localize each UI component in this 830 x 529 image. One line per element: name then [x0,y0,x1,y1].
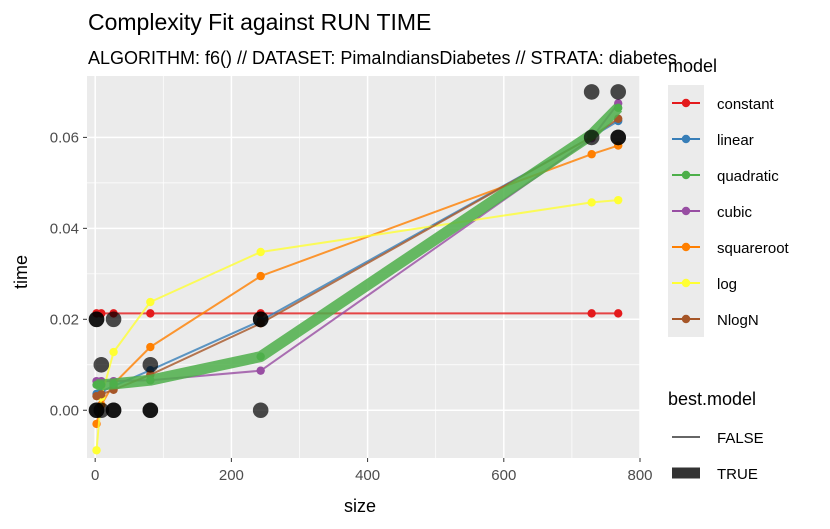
series-point-quadratic [614,103,623,113]
observation-point [142,356,159,373]
observation-point [142,402,159,419]
y-tick-label: 0.00 [50,402,79,419]
series-point-log [587,198,596,207]
legend-item-nlogn: NlogN [668,301,759,337]
series-point-quadratic [146,376,155,385]
observation-point [93,356,110,373]
observation-point [93,402,110,419]
observation-point [252,311,269,328]
x-tick-label: 400 [355,467,380,484]
legend-label-best-true: TRUE [717,466,758,483]
legend-item-quadratic: quadratic [668,157,779,193]
x-tick-label: 800 [627,467,652,484]
chart-title: Complexity Fit against RUN TIME [88,9,431,35]
x-tick-label: 600 [491,467,516,484]
observation-point [583,129,600,146]
legend-item-best-false: FALSE [668,419,764,455]
x-axis-title: size [344,496,376,516]
legend-label-log: log [717,276,737,293]
series-point-log [146,297,155,307]
legend-key-point [681,206,691,216]
plot-area: 0 200 400 600 800 0.00 0.02 0.04 0.06 [50,76,653,484]
series-point-squareroot [146,342,155,352]
legend-best-model-title: best.model [668,389,756,409]
series-point-quadratic [256,352,265,361]
observation-point [88,311,105,328]
series-point-quadratic [97,380,106,389]
observation-point [252,402,269,419]
legend-key-point [681,242,691,252]
series-point-cubic [256,366,265,375]
series-point-constant [614,309,623,318]
observation-point [583,84,600,100]
legend-item-best-true: TRUE [668,455,758,491]
series-point-log [614,195,623,205]
legend-item-constant: constant [668,85,775,121]
series-point-constant [146,309,155,318]
legend-label-cubic: cubic [717,204,753,221]
observation-point [610,84,627,100]
legend-label-linear: linear [717,132,754,149]
y-axis-title: time [11,255,31,289]
y-tick-label: 0.02 [50,311,79,328]
series-point-constant [587,309,596,318]
legend-key-point [681,278,691,288]
legend-key-point [681,170,691,180]
series-point-log [109,347,118,357]
legend-item-log: log [668,265,737,301]
legend-item-cubic: cubic [668,193,753,229]
x-tick-label: 200 [219,467,244,484]
observation-point [105,402,122,419]
series-point-squareroot [587,150,596,159]
observation-point [105,311,122,328]
legend-label-constant: constant [717,96,775,113]
legend-model-title: model [668,56,717,76]
series-point-log [92,446,101,455]
series-point-quadratic [109,379,118,389]
plot-panel [87,76,640,458]
y-tick-label: 0.04 [50,220,79,237]
legend-key-point [681,134,691,144]
legend: model best.model constant linear quadratic… [668,56,790,491]
chart-subtitle: ALGORITHM: f6() // DATASET: PimaIndiansD… [88,48,677,68]
legend-label-squareroot: squareroot [717,240,790,257]
legend-label-best-false: FALSE [717,430,764,447]
series-point-log [256,247,265,257]
legend-label-quadratic: quadratic [717,168,779,185]
y-tick-label: 0.06 [50,129,79,146]
legend-key-point [681,98,691,108]
legend-item-squareroot: squareroot [668,229,790,265]
series-point-squareroot [256,271,265,281]
legend-label-nlogn: NlogN [717,312,759,329]
observation-point [610,129,627,146]
legend-key-point [681,314,691,324]
legend-item-linear: linear [668,121,754,157]
x-tick-label: 0 [91,467,99,484]
series-point-nlogn [97,390,106,399]
